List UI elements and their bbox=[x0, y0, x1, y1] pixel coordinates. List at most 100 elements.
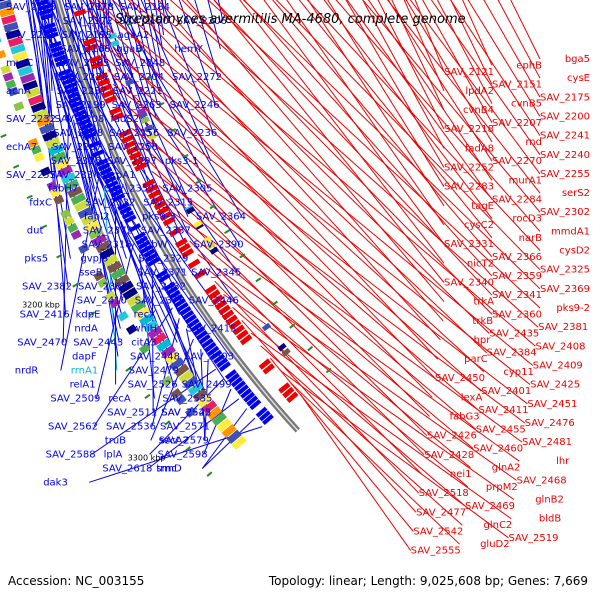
forward-gene-arrow bbox=[128, 222, 142, 233]
cog-feature-block bbox=[202, 400, 218, 415]
reverse-gene-label: SAV_2409 bbox=[533, 361, 583, 372]
reverse-gene-label: SAV_2428 bbox=[424, 450, 474, 461]
cog-feature-block bbox=[88, 226, 104, 240]
minor-tick bbox=[271, 300, 278, 306]
forward-gene-arrow bbox=[40, 13, 53, 21]
reverse-label-line bbox=[409, 0, 541, 175]
forward-label-line bbox=[60, 176, 100, 371]
forward-gene-label: SAV_2390 bbox=[194, 240, 244, 251]
cog-feature-block bbox=[164, 350, 181, 365]
forward-label-line bbox=[102, 0, 154, 161]
reverse-gene-label: SAV_2241 bbox=[540, 131, 590, 142]
feature-lines bbox=[25, 0, 541, 551]
reverse-label-line bbox=[430, 0, 541, 156]
cog-feature-block bbox=[33, 108, 49, 121]
reverse-gene-label: lexA bbox=[461, 392, 483, 403]
forward-label-line bbox=[118, 0, 209, 189]
forward-gene-label: sseB bbox=[79, 268, 103, 279]
forward-gene-label: SAV_2364 bbox=[196, 212, 246, 223]
forward-gene-label: fdxC bbox=[29, 198, 52, 209]
reverse-label-line bbox=[239, 0, 445, 264]
reverse-label-line bbox=[205, 267, 469, 488]
cog-feature-block bbox=[78, 243, 90, 254]
cog-feature-block bbox=[63, 215, 75, 227]
minor-tick bbox=[144, 393, 151, 400]
forward-gene-label: SAV_2305 bbox=[162, 184, 212, 195]
reverse-gene-arrow bbox=[286, 391, 299, 404]
forward-label-line bbox=[75, 0, 188, 231]
reverse-label-line bbox=[207, 0, 541, 309]
forward-gene-arrow bbox=[106, 179, 119, 189]
forward-gene-label: SAV_2522 bbox=[161, 407, 211, 418]
cog-feature-block bbox=[84, 220, 101, 233]
reverse-gene-label: SAV_2519 bbox=[508, 533, 558, 544]
cog-feature-block bbox=[5, 79, 17, 90]
cog-feature-block bbox=[30, 101, 47, 113]
forward-gene-label: SAV_2526 bbox=[128, 380, 178, 391]
forward-gene-arrow bbox=[97, 162, 111, 172]
cog-feature-block bbox=[49, 187, 61, 198]
minor-tick bbox=[147, 75, 154, 80]
cog-feature-block bbox=[206, 406, 223, 421]
reverse-gene-arrow bbox=[90, 60, 104, 70]
cog-feature-block bbox=[231, 435, 247, 450]
reverse-gene-arrow bbox=[88, 54, 102, 64]
reverse-gene-label: narB bbox=[519, 233, 543, 244]
cog-feature-block bbox=[0, 49, 7, 59]
minor-tick bbox=[289, 323, 296, 329]
forward-label-line bbox=[160, 0, 214, 133]
forward-gene-arrow bbox=[43, 22, 56, 31]
reverse-gene-arrow bbox=[126, 145, 140, 156]
forward-gene-label: SAV_2150 bbox=[119, 16, 169, 27]
reverse-label-line bbox=[260, 345, 463, 526]
minor-tick bbox=[125, 366, 132, 372]
forward-gene-label: SAV_2204 bbox=[114, 72, 164, 83]
forward-gene-arrow bbox=[103, 175, 117, 185]
reverse-gene-label: SAV_2555 bbox=[411, 546, 461, 557]
forward-gene-label: cobW bbox=[140, 240, 168, 251]
reverse-gene-arrow bbox=[118, 128, 132, 139]
cog-feature-block bbox=[138, 343, 151, 355]
minor-tick bbox=[195, 179, 202, 185]
forward-label-line bbox=[92, 0, 153, 175]
forward-gene-arrow bbox=[123, 214, 137, 224]
forward-gene-label: SAV_2297 bbox=[107, 156, 157, 167]
reverse-gene-arrow bbox=[153, 200, 167, 211]
cog-feature-block bbox=[144, 124, 154, 133]
forward-gene-label: dut bbox=[27, 226, 44, 237]
forward-gene-arrow bbox=[133, 231, 146, 242]
cog-feature-block bbox=[102, 253, 119, 267]
reverse-gene-arrow bbox=[95, 72, 109, 82]
reverse-label-line bbox=[270, 357, 414, 532]
reverse-gene-label: SAV_2207 bbox=[492, 118, 542, 129]
reverse-label-line bbox=[250, 332, 512, 520]
reverse-label-line bbox=[386, 0, 541, 194]
forward-gene-arrow bbox=[195, 330, 208, 341]
forward-label-line bbox=[69, 0, 99, 147]
kbp-tick-label: 3200 kbp bbox=[22, 300, 60, 309]
forward-gene-label: SAV_2250 bbox=[108, 142, 158, 153]
reverse-label-line bbox=[275, 0, 541, 271]
forward-label-line bbox=[80, 0, 101, 119]
cog-feature-block bbox=[54, 158, 70, 171]
cog-feature-block bbox=[122, 286, 138, 301]
reverse-label-line bbox=[286, 0, 445, 226]
reverse-label-line bbox=[97, 0, 439, 360]
cog-feature-block bbox=[110, 267, 127, 281]
forward-gene-label: SAV_2352 bbox=[104, 184, 154, 195]
forward-gene-label: fabI2 bbox=[84, 212, 109, 223]
cog-feature-block bbox=[95, 240, 111, 254]
forward-gene-label: SAV_2221 bbox=[113, 86, 163, 97]
forward-label-line bbox=[145, 265, 209, 399]
cog-feature-block bbox=[118, 280, 134, 294]
cog-feature-block bbox=[138, 312, 155, 327]
reverse-gene-label: SAV_2451 bbox=[527, 399, 577, 410]
reverse-label-line bbox=[345, 0, 445, 168]
reverse-label-line bbox=[306, 0, 541, 251]
reverse-gene-label: SAV_2331 bbox=[444, 239, 494, 250]
forward-gene-arrow bbox=[76, 113, 89, 122]
forward-gene-arrow bbox=[46, 31, 59, 40]
forward-gene-label: SAV_2184 bbox=[120, 2, 170, 13]
forward-gene-label: pks3-1 bbox=[165, 156, 199, 167]
reverse-gene-arrow bbox=[99, 83, 113, 93]
